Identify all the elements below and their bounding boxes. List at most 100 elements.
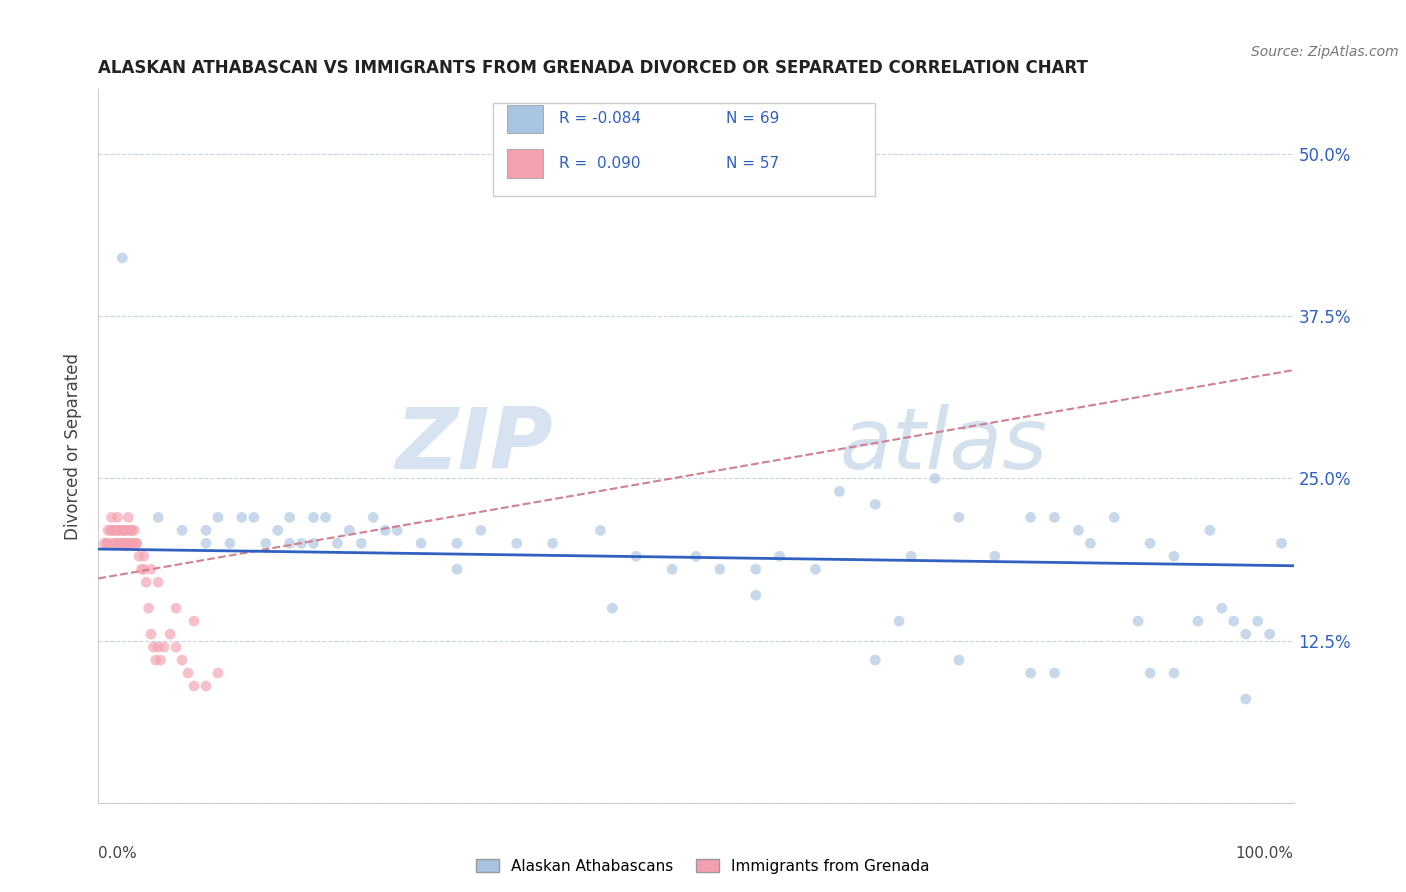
Point — [112, 524, 135, 538]
Text: R =  0.090: R = 0.090 — [558, 156, 640, 171]
Point — [132, 549, 155, 564]
Point — [101, 536, 124, 550]
Point — [589, 524, 612, 538]
Point — [207, 666, 229, 681]
Point — [900, 549, 922, 564]
Point — [183, 679, 205, 693]
Point — [139, 627, 162, 641]
Point — [1247, 614, 1270, 628]
Point — [148, 640, 170, 654]
Text: N = 57: N = 57 — [725, 156, 779, 171]
Point — [165, 601, 187, 615]
Point — [153, 640, 176, 654]
Point — [195, 536, 218, 550]
Point — [110, 524, 132, 538]
Point — [541, 536, 564, 550]
Point — [131, 562, 153, 576]
Point — [350, 536, 373, 550]
Point — [125, 536, 148, 550]
Point — [125, 536, 148, 550]
Point — [315, 510, 337, 524]
Point — [302, 536, 325, 550]
Point — [1019, 510, 1042, 524]
Point — [148, 575, 170, 590]
Point — [1043, 510, 1066, 524]
Point — [120, 536, 142, 550]
Point — [115, 524, 138, 538]
Point — [124, 524, 146, 538]
Point — [195, 524, 218, 538]
Point — [122, 536, 145, 550]
Text: 100.0%: 100.0% — [1236, 846, 1294, 861]
Point — [165, 640, 187, 654]
Point — [1080, 536, 1102, 550]
Point — [865, 497, 887, 511]
Point — [745, 562, 768, 576]
Point — [114, 524, 136, 538]
Point — [97, 536, 120, 550]
Point — [138, 601, 160, 615]
Point — [108, 524, 131, 538]
Text: R = -0.084: R = -0.084 — [558, 112, 641, 127]
Point — [114, 536, 136, 550]
Text: 0.0%: 0.0% — [98, 846, 138, 861]
Point — [195, 679, 218, 693]
Legend: Alaskan Athabascans, Immigrants from Grenada: Alaskan Athabascans, Immigrants from Gre… — [470, 853, 936, 880]
Point — [626, 549, 648, 564]
Point — [602, 601, 624, 615]
Point — [107, 536, 129, 550]
Point — [924, 471, 946, 485]
Point — [148, 510, 170, 524]
Point — [1019, 666, 1042, 681]
Point — [1128, 614, 1150, 628]
Point — [828, 484, 851, 499]
Point — [142, 640, 165, 654]
Point — [865, 653, 887, 667]
Point — [1187, 614, 1209, 628]
Point — [889, 614, 911, 628]
Point — [231, 510, 253, 524]
Point — [984, 549, 1007, 564]
Point — [243, 510, 266, 524]
Point — [100, 510, 122, 524]
Point — [145, 653, 167, 667]
Point — [104, 536, 127, 550]
Point — [93, 536, 115, 550]
Point — [768, 549, 790, 564]
FancyBboxPatch shape — [494, 103, 876, 196]
Point — [107, 524, 129, 538]
Point — [374, 524, 396, 538]
Point — [411, 536, 433, 550]
Point — [363, 510, 385, 524]
Y-axis label: Divorced or Separated: Divorced or Separated — [65, 352, 83, 540]
FancyBboxPatch shape — [508, 104, 543, 133]
Point — [948, 510, 970, 524]
Point — [177, 666, 200, 681]
Point — [97, 524, 120, 538]
Point — [183, 614, 205, 628]
Point — [128, 549, 150, 564]
Point — [326, 536, 349, 550]
Point — [291, 536, 314, 550]
Point — [470, 524, 492, 538]
Point — [107, 510, 129, 524]
Point — [108, 536, 131, 550]
Point — [120, 524, 142, 538]
Point — [1199, 524, 1222, 538]
Point — [446, 536, 468, 550]
Point — [254, 536, 277, 550]
Point — [948, 653, 970, 667]
Point — [278, 510, 301, 524]
Point — [111, 536, 134, 550]
Point — [1234, 627, 1257, 641]
Point — [207, 510, 229, 524]
Point — [105, 524, 128, 538]
Point — [745, 588, 768, 602]
Point — [1163, 666, 1185, 681]
Point — [115, 536, 138, 550]
Point — [1271, 536, 1294, 550]
Point — [1104, 510, 1126, 524]
Point — [1211, 601, 1233, 615]
Point — [132, 562, 155, 576]
FancyBboxPatch shape — [508, 149, 543, 178]
